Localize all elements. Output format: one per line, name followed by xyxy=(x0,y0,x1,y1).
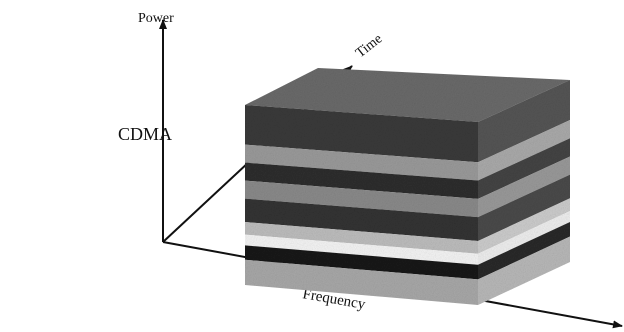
diagram: CDMA Power Time Frequency xyxy=(0,0,624,332)
time-label: Time xyxy=(353,31,385,61)
power-label: Power xyxy=(138,11,174,26)
signal-block xyxy=(245,68,570,305)
